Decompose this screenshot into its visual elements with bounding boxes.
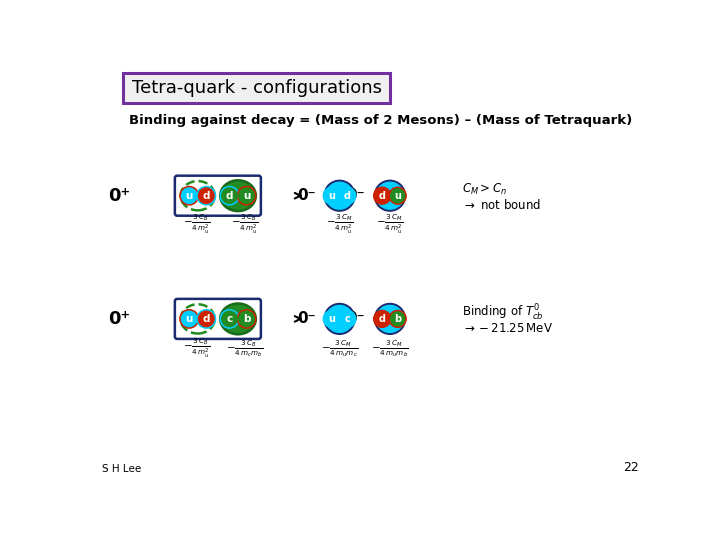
Text: u: u — [186, 191, 193, 201]
Text: c: c — [344, 314, 350, 324]
Text: u: u — [328, 191, 336, 201]
Circle shape — [199, 311, 214, 327]
Circle shape — [197, 309, 215, 328]
FancyBboxPatch shape — [123, 72, 390, 103]
Text: Tetra-quark - configurations: Tetra-quark - configurations — [132, 79, 382, 97]
Text: d: d — [379, 191, 386, 201]
Text: $-\frac{3\,C_B}{4\,m_u^2}$: $-\frac{3\,C_B}{4\,m_u^2}$ — [231, 213, 258, 237]
Circle shape — [180, 186, 199, 205]
Text: u: u — [394, 191, 401, 201]
Circle shape — [325, 312, 339, 326]
Circle shape — [238, 186, 256, 205]
Text: $-\frac{3\,C_M}{4\,m_u m_b}$: $-\frac{3\,C_M}{4\,m_u m_b}$ — [372, 338, 409, 359]
Circle shape — [180, 309, 199, 328]
Circle shape — [375, 312, 389, 326]
Circle shape — [326, 182, 353, 209]
Circle shape — [341, 189, 354, 202]
Text: Binding of $T^0_{cb}$: Binding of $T^0_{cb}$ — [462, 302, 544, 323]
Circle shape — [377, 306, 403, 333]
Text: $-\frac{3\,C_M}{4\,m_u^2}$: $-\frac{3\,C_M}{4\,m_u^2}$ — [377, 213, 404, 237]
Circle shape — [326, 306, 353, 333]
Text: u: u — [186, 314, 193, 324]
Text: d: d — [226, 191, 233, 201]
Text: 22: 22 — [623, 462, 639, 475]
Circle shape — [199, 188, 214, 204]
Text: u: u — [243, 191, 251, 201]
Text: S H Lee: S H Lee — [102, 464, 141, 475]
Circle shape — [389, 310, 406, 327]
Text: b: b — [394, 314, 401, 324]
Text: b: b — [243, 314, 251, 324]
Text: u: u — [328, 314, 336, 324]
Text: $\rightarrow$ not bound: $\rightarrow$ not bound — [462, 198, 541, 212]
Circle shape — [391, 312, 405, 326]
Circle shape — [222, 188, 238, 204]
Text: d: d — [344, 191, 351, 201]
Text: 0⁺: 0⁺ — [109, 187, 130, 205]
Circle shape — [323, 187, 341, 204]
Text: d: d — [379, 314, 386, 324]
Text: 0⁻: 0⁻ — [346, 312, 365, 326]
FancyBboxPatch shape — [175, 299, 261, 339]
Text: d: d — [202, 191, 210, 201]
Circle shape — [374, 310, 391, 327]
Circle shape — [391, 189, 405, 202]
Circle shape — [324, 180, 355, 211]
Circle shape — [375, 189, 389, 202]
Text: $-\frac{3\,C_B}{4\,m_c m_b}$: $-\frac{3\,C_B}{4\,m_c m_b}$ — [227, 338, 264, 359]
Circle shape — [222, 311, 238, 327]
Text: 0⁻: 0⁻ — [297, 188, 316, 203]
Circle shape — [339, 187, 356, 204]
Text: $-\frac{3\,C_M}{4\,m_u m_c}$: $-\frac{3\,C_M}{4\,m_u m_c}$ — [321, 338, 358, 359]
Circle shape — [389, 187, 406, 204]
Text: 0⁻: 0⁻ — [346, 188, 365, 203]
Text: $C_M > C_n$: $C_M > C_n$ — [462, 182, 507, 197]
Circle shape — [324, 303, 355, 334]
Circle shape — [323, 310, 341, 327]
Circle shape — [197, 186, 215, 205]
Circle shape — [181, 188, 197, 204]
Text: $\rightarrow -21.25\,\mathrm{MeV}$: $\rightarrow -21.25\,\mathrm{MeV}$ — [462, 322, 553, 335]
FancyBboxPatch shape — [175, 176, 261, 215]
Circle shape — [239, 188, 254, 204]
Text: 0⁺: 0⁺ — [109, 310, 130, 328]
Circle shape — [374, 187, 391, 204]
Text: $-\frac{3\,C_B}{4\,m_u^2}$: $-\frac{3\,C_B}{4\,m_u^2}$ — [184, 336, 211, 360]
Text: $-\frac{3\,C_M}{4\,m_u^2}$: $-\frac{3\,C_M}{4\,m_u^2}$ — [326, 213, 354, 237]
Circle shape — [339, 310, 356, 327]
Circle shape — [220, 309, 239, 328]
Text: c: c — [226, 314, 233, 324]
Text: 0⁻: 0⁻ — [297, 312, 316, 326]
Circle shape — [181, 311, 197, 327]
Text: $-\frac{3\,C_B}{4\,m_u^2}$: $-\frac{3\,C_B}{4\,m_u^2}$ — [184, 213, 211, 237]
Circle shape — [220, 186, 239, 205]
Text: d: d — [202, 314, 210, 324]
Circle shape — [238, 309, 256, 328]
Circle shape — [377, 182, 403, 209]
Ellipse shape — [220, 180, 256, 211]
Circle shape — [374, 303, 405, 334]
Circle shape — [341, 312, 354, 326]
Circle shape — [325, 189, 339, 202]
Text: Binding against decay = (Mass of 2 Mesons) – (Mass of Tetraquark): Binding against decay = (Mass of 2 Meson… — [129, 114, 632, 127]
Ellipse shape — [220, 303, 256, 334]
Circle shape — [374, 180, 405, 211]
Circle shape — [239, 311, 254, 327]
